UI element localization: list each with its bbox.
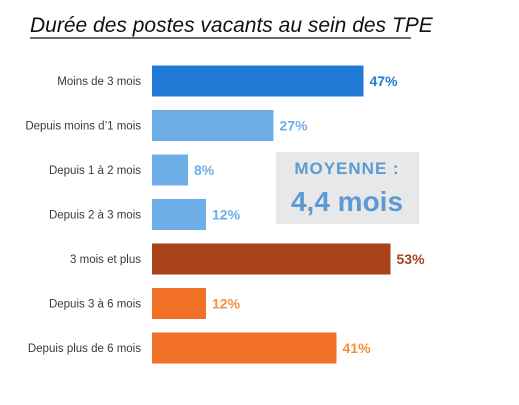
- bar: [152, 332, 337, 364]
- bar: [152, 110, 274, 141]
- average-box-background: [276, 152, 419, 224]
- category-label: Depuis 1 à 2 mois: [49, 165, 141, 177]
- data-label: 41%: [343, 340, 372, 356]
- chart-title: Durée des postes vacants au sein des TPE: [30, 14, 434, 37]
- average-box: MOYENNE : 4,4 mois: [276, 152, 419, 224]
- data-label: 27%: [280, 118, 309, 134]
- average-value: 4,4 mois: [291, 186, 403, 217]
- bar: [152, 65, 364, 97]
- bar: [152, 154, 188, 186]
- average-label: MOYENNE :: [294, 159, 399, 178]
- category-label: Depuis 3 à 6 mois: [49, 299, 141, 311]
- data-label: 12%: [212, 207, 241, 223]
- bar: [152, 288, 206, 319]
- category-label: Depuis moins d’1 mois: [25, 121, 141, 133]
- data-label: 47%: [370, 73, 399, 89]
- data-label: 53%: [397, 251, 426, 267]
- data-label: 8%: [194, 162, 215, 178]
- bars-group: Moins de 3 mois 47% Depuis moins d’1 mois 2…: [25, 65, 426, 364]
- bar: [152, 243, 391, 275]
- data-label: 12%: [212, 296, 241, 312]
- bar: [152, 199, 206, 230]
- category-label: Depuis plus de 6 mois: [28, 343, 141, 355]
- category-label: Depuis 2 à 3 mois: [49, 210, 141, 222]
- category-label: 3 mois et plus: [70, 254, 141, 266]
- category-label: Moins de 3 mois: [57, 76, 141, 88]
